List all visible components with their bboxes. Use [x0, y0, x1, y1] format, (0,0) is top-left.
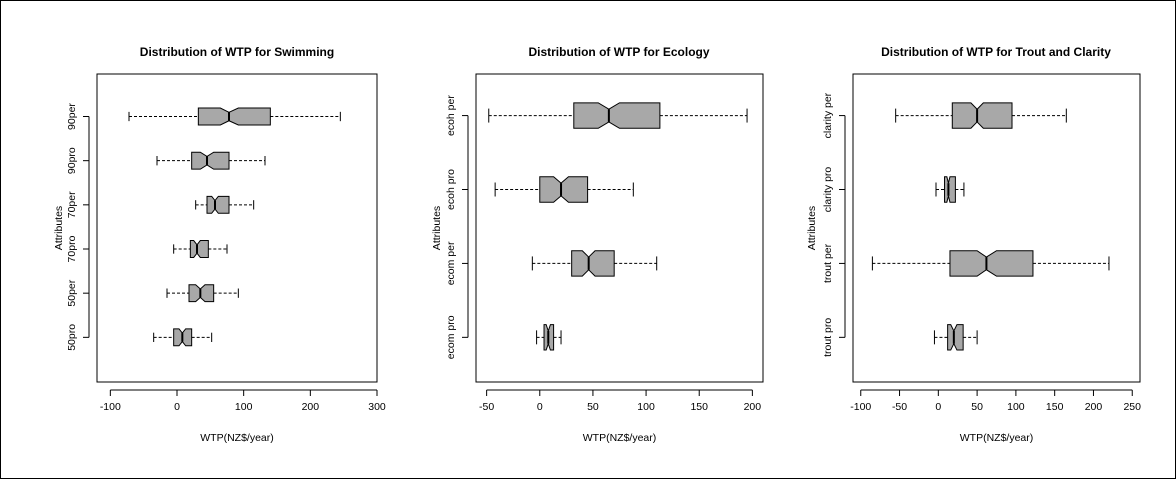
box-50per: [166, 284, 239, 303]
y-tick-label: clarity per: [822, 92, 834, 138]
x-tick-label: 0: [174, 401, 180, 413]
box-body: [191, 151, 230, 170]
x-tick-label: -50: [892, 401, 907, 413]
x-tick-label: 50: [971, 401, 983, 413]
box-70pro: [173, 240, 228, 258]
chart-title: Distribution of WTP for Trout and Clarit…: [881, 45, 1111, 59]
x-tick-label: -100: [100, 401, 121, 413]
y-tick-label: trout pro: [822, 318, 834, 357]
box-body: [573, 102, 661, 129]
y-tick-label: ecoh pro: [445, 169, 457, 210]
box-ecom-pro: [536, 324, 562, 351]
box-body: [571, 250, 615, 277]
y-tick-label: ecoh per: [445, 95, 457, 136]
box-body: [197, 107, 271, 126]
box-ecoh-per: [488, 102, 748, 129]
y-axis-label: Attributes: [431, 206, 443, 250]
x-axis-label: WTP(NZ$/year): [200, 432, 274, 444]
y-tick-label: 50per: [66, 279, 78, 306]
y-tick-label: ecom per: [445, 241, 457, 285]
y-tick-label: 70per: [66, 191, 78, 218]
x-tick-label: 50: [587, 401, 599, 413]
x-tick-label: 250: [1123, 401, 1141, 413]
x-tick-label: 100: [235, 401, 253, 413]
box-body: [539, 176, 589, 203]
y-axis-label: Attributes: [806, 206, 818, 250]
box-body: [949, 250, 1034, 277]
chart-panel-1: Distribution of WTP for Swimming -100 0 100…: [53, 45, 386, 444]
plot-area: [852, 73, 1141, 383]
x-axis-label: WTP(NZ$/year): [960, 432, 1034, 444]
x-tick-label: 0: [537, 401, 543, 413]
box-body: [951, 102, 1013, 129]
box-trout-per: [871, 250, 1110, 277]
box-clarity-pro: [935, 176, 965, 203]
x-tick-label: -50: [479, 401, 494, 413]
y-axis-label: Attributes: [53, 206, 65, 250]
x-tick-label: 0: [935, 401, 941, 413]
box-90pro: [156, 151, 266, 170]
x-tick-label: 200: [744, 401, 762, 413]
box-body: [189, 240, 209, 258]
y-tick-label: 70pro: [66, 235, 78, 262]
box-70per: [195, 195, 255, 214]
y-tick-label: 50pro: [66, 324, 78, 351]
plot-area: [96, 73, 378, 383]
x-tick-label: 200: [302, 401, 320, 413]
y-tick-label: clarity pro: [822, 167, 834, 213]
box-body: [206, 195, 230, 214]
plot-area: [475, 73, 764, 383]
x-tick-label: 150: [1046, 401, 1064, 413]
y-tick-label: ecom pro: [445, 315, 457, 359]
box-ecoh-pro: [494, 176, 634, 203]
x-tick-label: 200: [1085, 401, 1103, 413]
x-tick-label: -100: [850, 401, 871, 413]
y-tick-label: 90pro: [66, 147, 78, 174]
box-90per: [128, 107, 341, 126]
x-tick-label: 150: [690, 401, 708, 413]
x-tick-label: 100: [1007, 401, 1025, 413]
x-tick-label: 300: [368, 401, 386, 413]
box-ecom-per: [531, 250, 658, 277]
y-tick-label: trout per: [822, 243, 834, 283]
box-body: [944, 176, 956, 203]
chart-panel-3: Distribution of WTP for Trout and Clarit…: [806, 45, 1141, 444]
y-tick-label: 90per: [66, 103, 78, 130]
chart-title: Distribution of WTP for Ecology: [528, 45, 709, 59]
chart-panel-2: Distribution of WTP for Ecology -50 0 50 100…: [431, 45, 764, 444]
chart-title: Distribution of WTP for Swimming: [140, 45, 334, 59]
box-clarity-per: [895, 102, 1067, 129]
box-body: [947, 324, 964, 351]
x-tick-label: 100: [637, 401, 655, 413]
x-axis-label: WTP(NZ$/year): [583, 432, 657, 444]
box-body: [188, 284, 215, 303]
box-50pro: [153, 328, 213, 347]
box-trout-pro: [933, 324, 978, 351]
